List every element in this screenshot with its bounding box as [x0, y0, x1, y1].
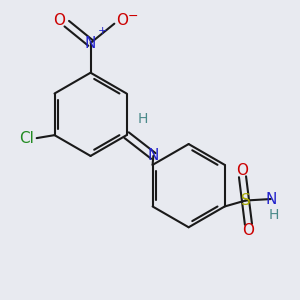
Text: +: + [98, 26, 107, 36]
Text: H: H [268, 208, 279, 222]
Text: O: O [116, 13, 128, 28]
Text: N: N [265, 191, 276, 206]
Text: S: S [241, 193, 250, 208]
Text: N: N [85, 35, 96, 50]
Text: O: O [242, 223, 254, 238]
Text: N: N [148, 148, 159, 164]
Text: Cl: Cl [19, 130, 34, 146]
Text: −: − [128, 10, 138, 23]
Text: O: O [236, 163, 248, 178]
Text: H: H [138, 112, 148, 126]
Text: O: O [53, 13, 65, 28]
